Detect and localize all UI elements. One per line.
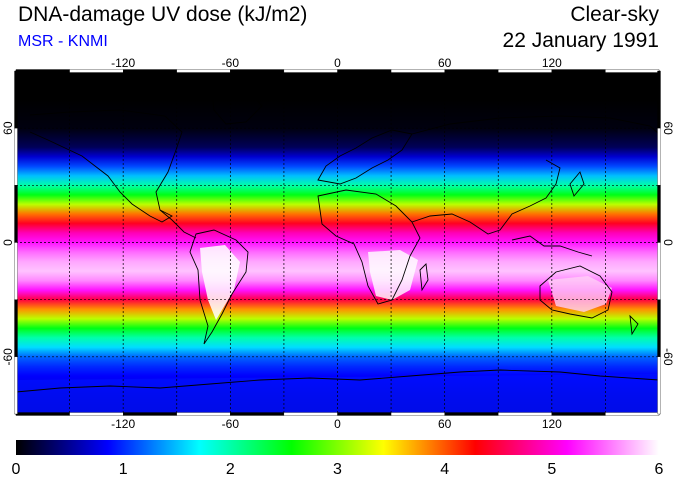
frame-tick-segment: [123, 412, 177, 416]
colorbar-tick-label: 6: [655, 461, 664, 478]
bottom-lon-tick-label: -60: [222, 417, 240, 431]
coastlines: [16, 91, 659, 393]
frame-tick-segment: [14, 185, 18, 243]
coast-antarctica: [16, 369, 659, 393]
bottom-lon-tick-label: 120: [542, 417, 562, 431]
left-lat-tick-label: -60: [1, 348, 15, 366]
frame-tick-segment: [69, 412, 124, 416]
frame-tick-segment: [15, 69, 70, 73]
frame-tick-segment: [657, 242, 661, 300]
tick-labels: -120 -120 -60 -60 0 0 60 60 120 120 60 60 0 0 -60 -60: [1, 56, 675, 431]
coast-south-america: [189, 229, 249, 345]
colorbar-ticks: 0 1 2 3 4 5 6: [12, 461, 664, 478]
top-lon-tick-label: 120: [542, 56, 562, 70]
frame-tick-segment: [390, 69, 445, 73]
coast-north-america: [29, 109, 183, 223]
right-lat-tick-label: 60: [661, 121, 675, 135]
frame-tick-segment: [444, 412, 499, 416]
bottom-lon-tick-label: 0: [334, 417, 341, 431]
coast-australia: [539, 265, 613, 319]
graticule: [16, 71, 659, 414]
coast-central-america: [159, 209, 197, 239]
southern-africa-high-dose: [368, 250, 418, 300]
date-label: 22 January 1991: [502, 29, 659, 52]
right-lat-tick-label: -60: [661, 348, 675, 366]
colorbar-tick-label: 0: [12, 461, 21, 478]
coast-new-zealand: [629, 314, 639, 336]
colorbar-tick-label: 2: [226, 461, 235, 478]
frame-tick-segment: [605, 412, 660, 416]
coast-madagascar: [419, 263, 429, 292]
frame-tick-segment: [657, 128, 661, 186]
frame-tick-segment: [14, 242, 18, 300]
colorbar-tick-label: 5: [547, 461, 556, 478]
coast-maritime-asia: [511, 235, 593, 257]
frame-tick-segment: [14, 70, 18, 129]
frame-tick-segment: [444, 69, 499, 73]
coast-japan: [569, 171, 585, 197]
sky-condition-label: Clear-sky: [570, 3, 659, 26]
colorbar: [16, 440, 659, 455]
frame-tick-segment: [283, 69, 338, 73]
frame-tick-segment: [14, 356, 18, 415]
colorbar-tick-label: 1: [119, 461, 128, 478]
frame-tick-segment: [337, 69, 392, 73]
colorbar-tick-label: 3: [333, 461, 342, 478]
bottom-lon-tick-label: 60: [438, 417, 452, 431]
top-lon-tick-label: 60: [438, 56, 452, 70]
frame-tick-segment: [657, 70, 661, 129]
frame-tick-segment: [337, 412, 392, 416]
organization-label: MSR - KNMI: [18, 33, 108, 50]
frame-tick-segment: [390, 412, 445, 416]
top-lon-tick-label: 0: [334, 56, 341, 70]
top-lon-tick-label: -60: [222, 56, 240, 70]
frame-tick-segment: [498, 412, 552, 416]
frame-tick-segment: [176, 412, 231, 416]
frame-tick-segment: [551, 412, 606, 416]
frame-tick-segment: [657, 299, 661, 357]
frame-ticks: [14, 69, 661, 416]
frame-tick-segment: [283, 412, 338, 416]
frame-tick-segment: [605, 69, 660, 73]
left-lat-tick-label: 60: [1, 121, 15, 135]
coast-asia: [411, 115, 659, 235]
frame-tick-segment: [14, 128, 18, 186]
frame-tick-segment: [657, 185, 661, 243]
top-lon-tick-label: -120: [111, 56, 135, 70]
coast-africa: [317, 189, 421, 305]
frame-tick-segment: [657, 356, 661, 415]
frame-tick-segment: [230, 412, 285, 416]
left-lat-tick-label: 0: [1, 239, 15, 246]
australia-high-dose: [548, 276, 612, 312]
right-lat-tick-label: 0: [661, 239, 675, 246]
frame-tick-segment: [15, 412, 70, 416]
map-title: DNA-damage UV dose (kJ/m2): [18, 3, 308, 26]
coast-greenland: [211, 91, 263, 125]
bottom-lon-tick-label: -120: [111, 417, 135, 431]
colorbar-tick-label: 4: [440, 461, 449, 478]
